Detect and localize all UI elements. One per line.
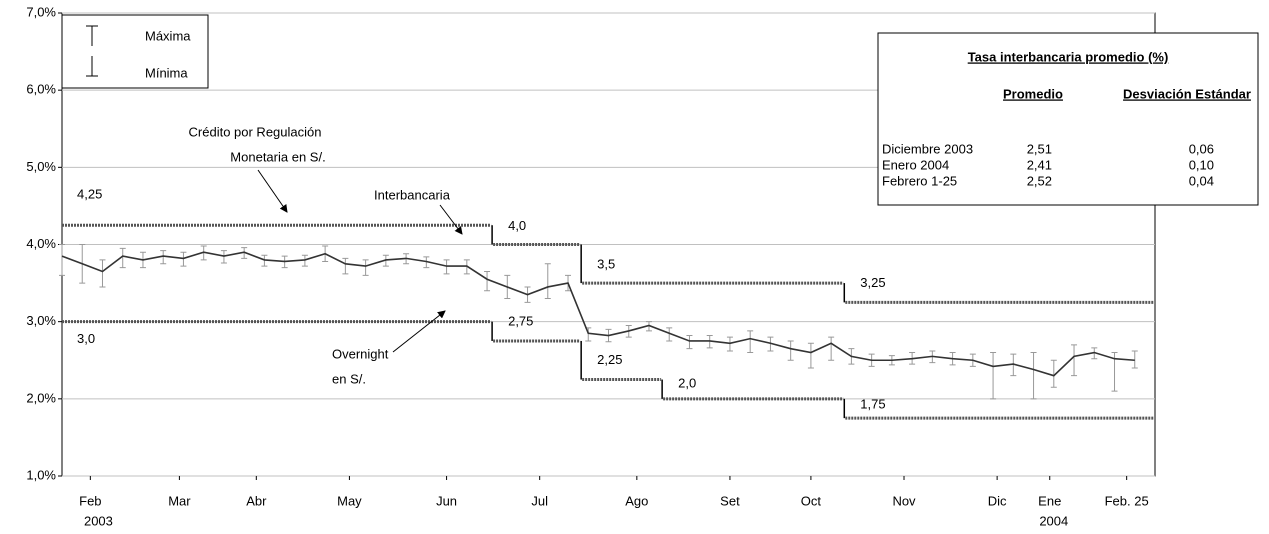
legend: Máxima Mínima bbox=[61, 14, 209, 89]
error-bar bbox=[544, 263, 551, 300]
x-tick-label: Jun bbox=[436, 493, 457, 508]
error-bar bbox=[1050, 359, 1057, 388]
annotation: Crédito por Regulación bbox=[189, 124, 322, 139]
annotation: en S/. bbox=[332, 371, 366, 386]
interbank-line bbox=[61, 251, 1135, 377]
error-bar bbox=[828, 336, 835, 361]
error-bar bbox=[787, 340, 794, 361]
x-tick-label: Abr bbox=[246, 493, 267, 508]
value-label: 2,75 bbox=[508, 313, 533, 328]
table-cell: Febrero 1-25 bbox=[882, 173, 957, 188]
error-bar bbox=[342, 257, 349, 275]
table-cell: 2,51 bbox=[1027, 141, 1052, 156]
x-tick-label: Nov bbox=[892, 493, 916, 508]
error-bar bbox=[160, 250, 167, 265]
error-bar bbox=[362, 259, 369, 276]
value-label: 1,75 bbox=[860, 397, 885, 412]
x-tick-label: Ago bbox=[625, 493, 648, 508]
error-bar bbox=[1030, 352, 1037, 400]
annotation: Interbancaria bbox=[374, 187, 451, 202]
error-bar bbox=[484, 271, 491, 292]
legend-label: Mínima bbox=[145, 65, 188, 80]
table-title: Tasa interbancaria promedio (%) bbox=[968, 49, 1169, 64]
legend-label: Máxima bbox=[145, 28, 191, 43]
x-tick-label: Dic bbox=[988, 493, 1007, 508]
y-tick-label: 1,0% bbox=[26, 467, 56, 482]
table-cell: Diciembre 2003 bbox=[882, 141, 973, 156]
y-tick-label: 7,0% bbox=[26, 4, 56, 19]
y-tick-label: 3,0% bbox=[26, 313, 56, 328]
x-tick-label: Oct bbox=[801, 493, 822, 508]
x-tick-label: May bbox=[337, 493, 362, 508]
x-tick-label: Feb bbox=[79, 493, 101, 508]
table-header: Desviación Estándar bbox=[1123, 86, 1251, 101]
value-label: 3,5 bbox=[597, 257, 615, 272]
error-bar bbox=[807, 342, 814, 369]
annotation: Overnight bbox=[332, 346, 389, 361]
arrow bbox=[392, 310, 446, 353]
table-cell: 2,41 bbox=[1027, 157, 1052, 172]
table-rows: Diciembre 2003 2,51 0,06 Enero 2004 2,41 0,10… bbox=[882, 141, 1214, 188]
stats-table: Tasa interbancaria promedio (%) Promedio… bbox=[877, 32, 1259, 206]
value-label: 4,0 bbox=[508, 218, 526, 233]
error-bar bbox=[59, 244, 65, 276]
error-bar bbox=[1071, 344, 1078, 377]
y-tick-label: 5,0% bbox=[26, 159, 56, 174]
value-label: 4,25 bbox=[77, 187, 102, 202]
y-tick-label: 6,0% bbox=[26, 82, 56, 97]
y-tick-label: 4,0% bbox=[26, 236, 56, 251]
x-tick-label: Jul bbox=[531, 493, 548, 508]
year-label: 2003 bbox=[84, 513, 113, 528]
error-bar bbox=[990, 352, 997, 400]
annotation: Monetaria en S/. bbox=[230, 149, 325, 164]
error-bar bbox=[666, 327, 673, 342]
error-bar bbox=[99, 259, 106, 288]
arrow bbox=[257, 169, 288, 213]
value-label: 3,0 bbox=[77, 331, 95, 346]
value-label: 2,25 bbox=[597, 352, 622, 367]
year-label: 2004 bbox=[1039, 513, 1068, 528]
table-cell: Enero 2004 bbox=[882, 157, 949, 172]
arrow bbox=[439, 204, 463, 235]
y-tick-label: 2,0% bbox=[26, 390, 56, 405]
error-bar bbox=[747, 330, 754, 354]
table-cell: 0,06 bbox=[1189, 141, 1214, 156]
table-header: Promedio bbox=[1003, 86, 1063, 101]
table-cell: 0,04 bbox=[1189, 173, 1214, 188]
x-tick-label: Ene bbox=[1038, 493, 1061, 508]
table-cell: 2,52 bbox=[1027, 173, 1052, 188]
x-tick-label: Mar bbox=[168, 493, 191, 508]
table-cell: 0,10 bbox=[1189, 157, 1214, 172]
legend-symbol bbox=[86, 25, 98, 77]
grid: 1,0% 2,0% 3,0% 4,0% 5,0% 6,0% 7,0% Feb Mar Abr May… bbox=[26, 4, 1155, 528]
marks: 4,25 4,0 3,5 3,25 3,0 2,75 2,25 2,0 1,75 bbox=[59, 187, 1155, 420]
value-label: 2,0 bbox=[678, 375, 696, 390]
x-tick-label: Feb. 25 bbox=[1105, 493, 1149, 508]
value-label: 3,25 bbox=[860, 275, 885, 290]
error-bar bbox=[119, 247, 126, 269]
table-box bbox=[877, 32, 1259, 206]
error-bar bbox=[686, 335, 693, 350]
x-tick-label: Set bbox=[720, 493, 740, 508]
